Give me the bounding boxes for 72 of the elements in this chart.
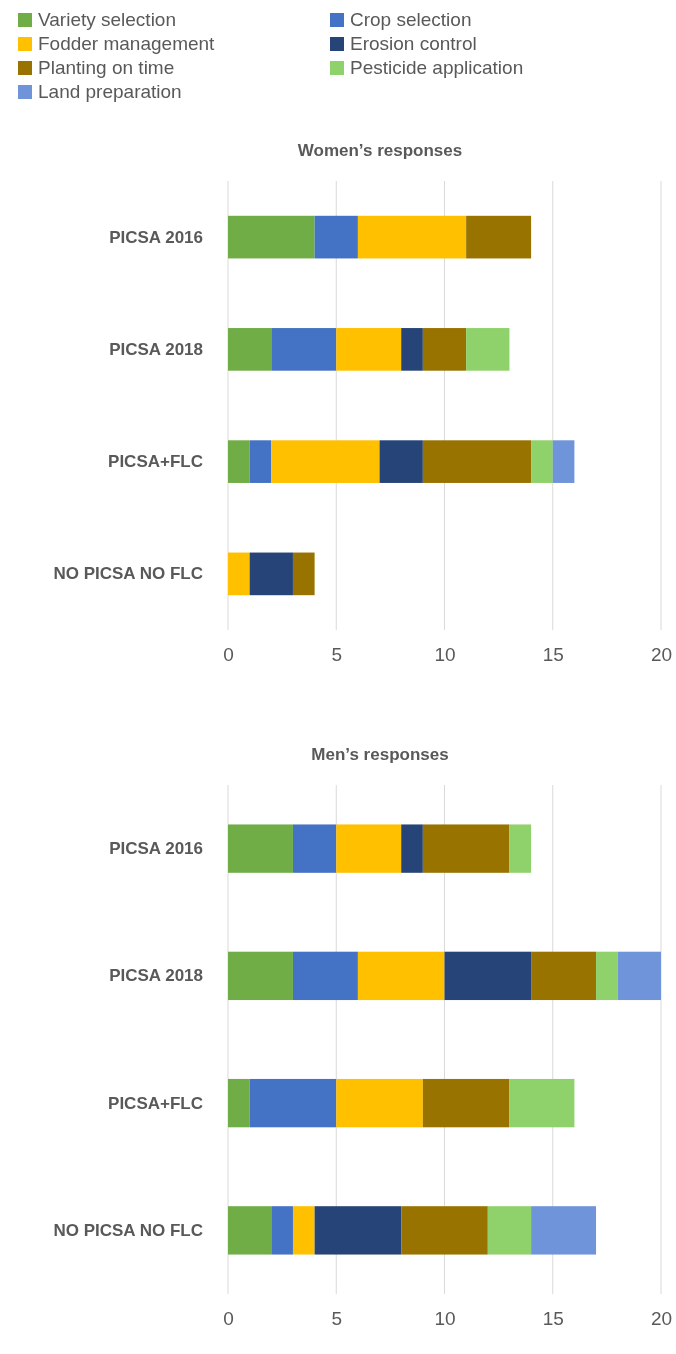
bar xyxy=(292,824,337,873)
bar xyxy=(228,328,272,371)
legend-label: Variety selection xyxy=(38,9,176,30)
y-tick-label: PICSA 2016 xyxy=(109,227,203,247)
x-tick-label: 0 xyxy=(223,1308,234,1330)
bar xyxy=(314,215,358,259)
x-tick-label: 15 xyxy=(542,1308,564,1330)
chart-title: Men’s responses xyxy=(311,745,449,764)
bar xyxy=(357,951,445,1001)
y-tick-label: NO PICSA NO FLC xyxy=(53,564,203,584)
bar xyxy=(422,824,510,873)
x-tick-label: 5 xyxy=(331,644,343,666)
bar xyxy=(249,552,293,596)
x-tick-label: 15 xyxy=(542,644,564,666)
bar xyxy=(509,1078,575,1128)
legend-label: Fodder management xyxy=(38,33,216,54)
bar xyxy=(249,440,272,483)
bar xyxy=(444,951,532,1001)
bar xyxy=(422,328,467,371)
y-tick-label: PICSA 2018 xyxy=(109,339,203,359)
x-tick-label: 20 xyxy=(650,1308,673,1330)
bar xyxy=(531,951,597,1001)
bar xyxy=(531,1206,597,1255)
x-tick-label: 10 xyxy=(434,644,456,666)
bar xyxy=(552,440,575,483)
bar xyxy=(292,1206,315,1255)
bar xyxy=(228,1078,250,1128)
legend-label: Erosion control xyxy=(350,33,477,54)
bar xyxy=(422,1078,510,1128)
legend-label: Planting on time xyxy=(38,57,175,78)
legend-label: Crop selection xyxy=(350,9,472,30)
bar xyxy=(271,440,380,483)
legend-label: Pesticide application xyxy=(350,57,524,78)
bar xyxy=(228,215,315,259)
bar xyxy=(292,552,315,596)
legend-label: Land preparation xyxy=(38,81,182,102)
bar xyxy=(401,328,423,371)
bar xyxy=(466,215,532,259)
x-tick-label: 20 xyxy=(650,644,673,666)
bar xyxy=(357,215,467,259)
bar xyxy=(422,440,532,483)
x-tick-label: 10 xyxy=(434,1308,456,1330)
bar xyxy=(292,951,358,1001)
y-tick-label: PICSA 2018 xyxy=(109,966,203,986)
bar xyxy=(466,328,510,371)
bar xyxy=(401,1206,488,1255)
bar xyxy=(228,1206,272,1255)
y-tick-label: PICSA+FLC xyxy=(108,1093,203,1113)
bar xyxy=(336,328,402,371)
bar xyxy=(249,1078,337,1128)
y-tick-label: NO PICSA NO FLC xyxy=(53,1220,203,1240)
bar xyxy=(271,1206,293,1255)
bar xyxy=(228,440,250,483)
x-tick-label: 0 xyxy=(223,644,234,666)
bar xyxy=(336,1078,423,1128)
bar xyxy=(487,1206,532,1255)
bar xyxy=(228,552,250,596)
bar xyxy=(314,1206,402,1255)
y-tick-label: PICSA+FLC xyxy=(108,452,203,472)
bar xyxy=(228,951,293,1001)
bar xyxy=(228,824,293,873)
bar xyxy=(531,440,553,483)
bar xyxy=(596,951,618,1001)
bar xyxy=(271,328,337,371)
bar xyxy=(401,824,423,873)
y-tick-label: PICSA 2016 xyxy=(109,839,203,859)
bar xyxy=(379,440,423,483)
chart-title: Women’s responses xyxy=(297,141,463,160)
bar xyxy=(509,824,532,873)
bar xyxy=(617,951,661,1001)
bar xyxy=(336,824,402,873)
x-tick-label: 5 xyxy=(331,1308,343,1330)
